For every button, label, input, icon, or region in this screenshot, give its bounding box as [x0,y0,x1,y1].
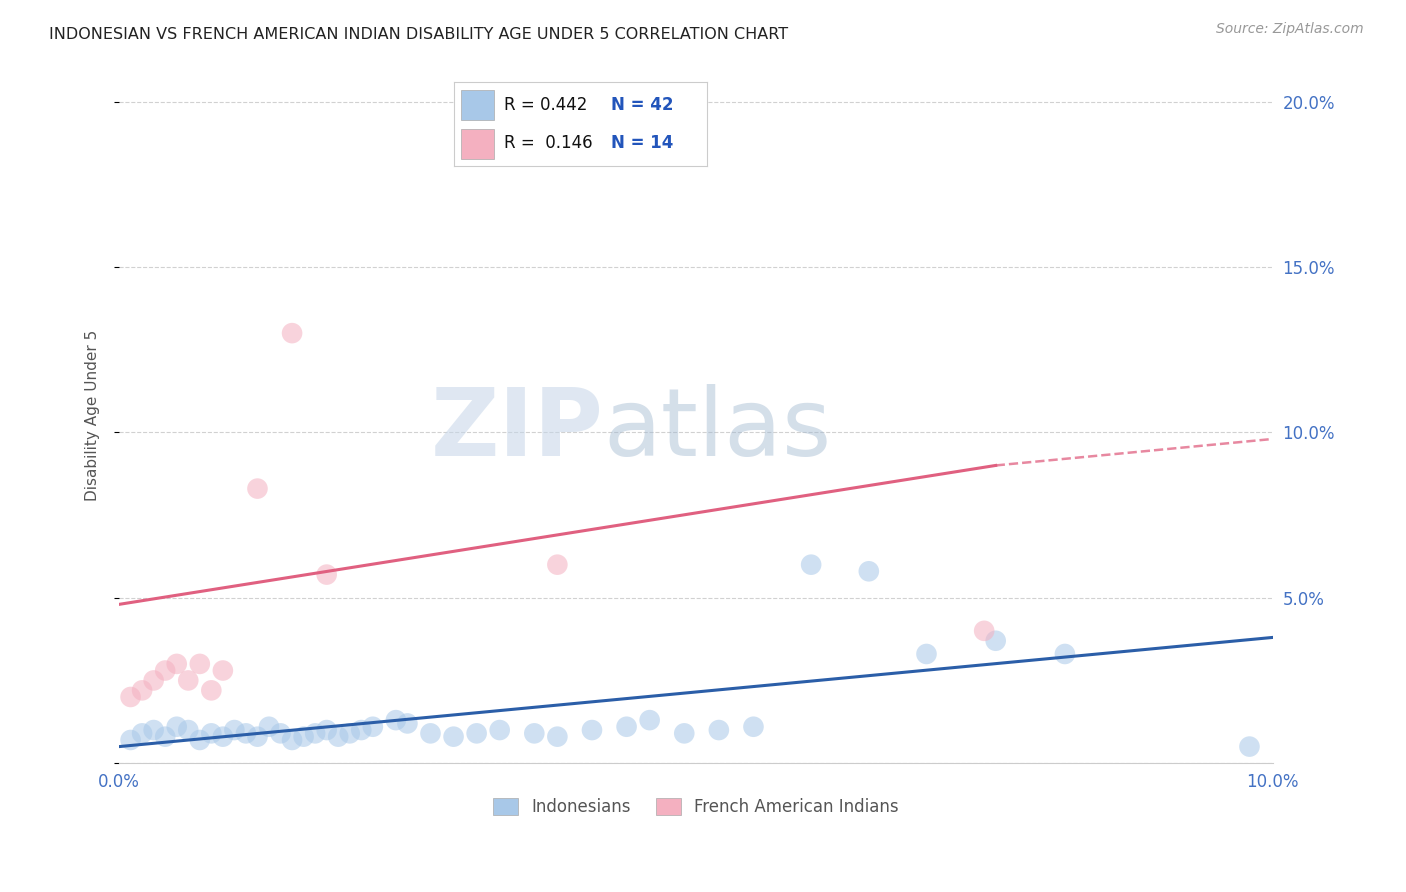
Point [488,723,510,737]
Point [616,720,638,734]
Point [984,633,1007,648]
Point [385,713,408,727]
Point [1053,647,1076,661]
Point [142,673,165,688]
Point [142,723,165,737]
Point [339,726,361,740]
Point [153,730,176,744]
Point [465,726,488,740]
Point [419,726,441,740]
Point [304,726,326,740]
Point [396,716,419,731]
Point [638,713,661,727]
Point [328,730,350,744]
Point [1239,739,1261,754]
Text: INDONESIAN VS FRENCH AMERICAN INDIAN DISABILITY AGE UNDER 5 CORRELATION CHART: INDONESIAN VS FRENCH AMERICAN INDIAN DIS… [49,27,789,42]
Point [915,647,938,661]
Point [281,326,304,340]
Point [246,730,269,744]
Point [224,723,246,737]
Point [973,624,995,638]
Point [166,657,188,671]
Point [257,720,280,734]
Point [546,558,568,572]
Point [315,567,337,582]
Point [523,726,546,740]
Text: Source: ZipAtlas.com: Source: ZipAtlas.com [1216,22,1364,37]
Text: ZIP: ZIP [430,384,603,475]
Point [673,726,696,740]
Point [212,730,235,744]
Point [292,730,315,744]
Point [188,733,211,747]
Point [350,723,373,737]
Point [212,664,235,678]
Point [153,664,176,678]
Point [361,720,384,734]
Point [858,564,880,578]
Point [120,733,142,747]
Point [281,733,304,747]
Point [315,723,337,737]
Point [443,730,465,744]
Point [581,723,603,737]
Y-axis label: Disability Age Under 5: Disability Age Under 5 [86,330,100,501]
Point [120,690,142,704]
Legend: Indonesians, French American Indians: Indonesians, French American Indians [485,789,907,824]
Point [131,683,153,698]
Point [200,683,222,698]
Point [177,673,200,688]
Point [235,726,257,740]
Point [270,726,292,740]
Point [546,730,568,744]
Point [166,720,188,734]
Point [246,482,269,496]
Point [200,726,222,740]
Point [131,726,153,740]
Point [707,723,730,737]
Text: atlas: atlas [603,384,832,475]
Point [800,558,823,572]
Point [742,720,765,734]
Point [177,723,200,737]
Point [188,657,211,671]
